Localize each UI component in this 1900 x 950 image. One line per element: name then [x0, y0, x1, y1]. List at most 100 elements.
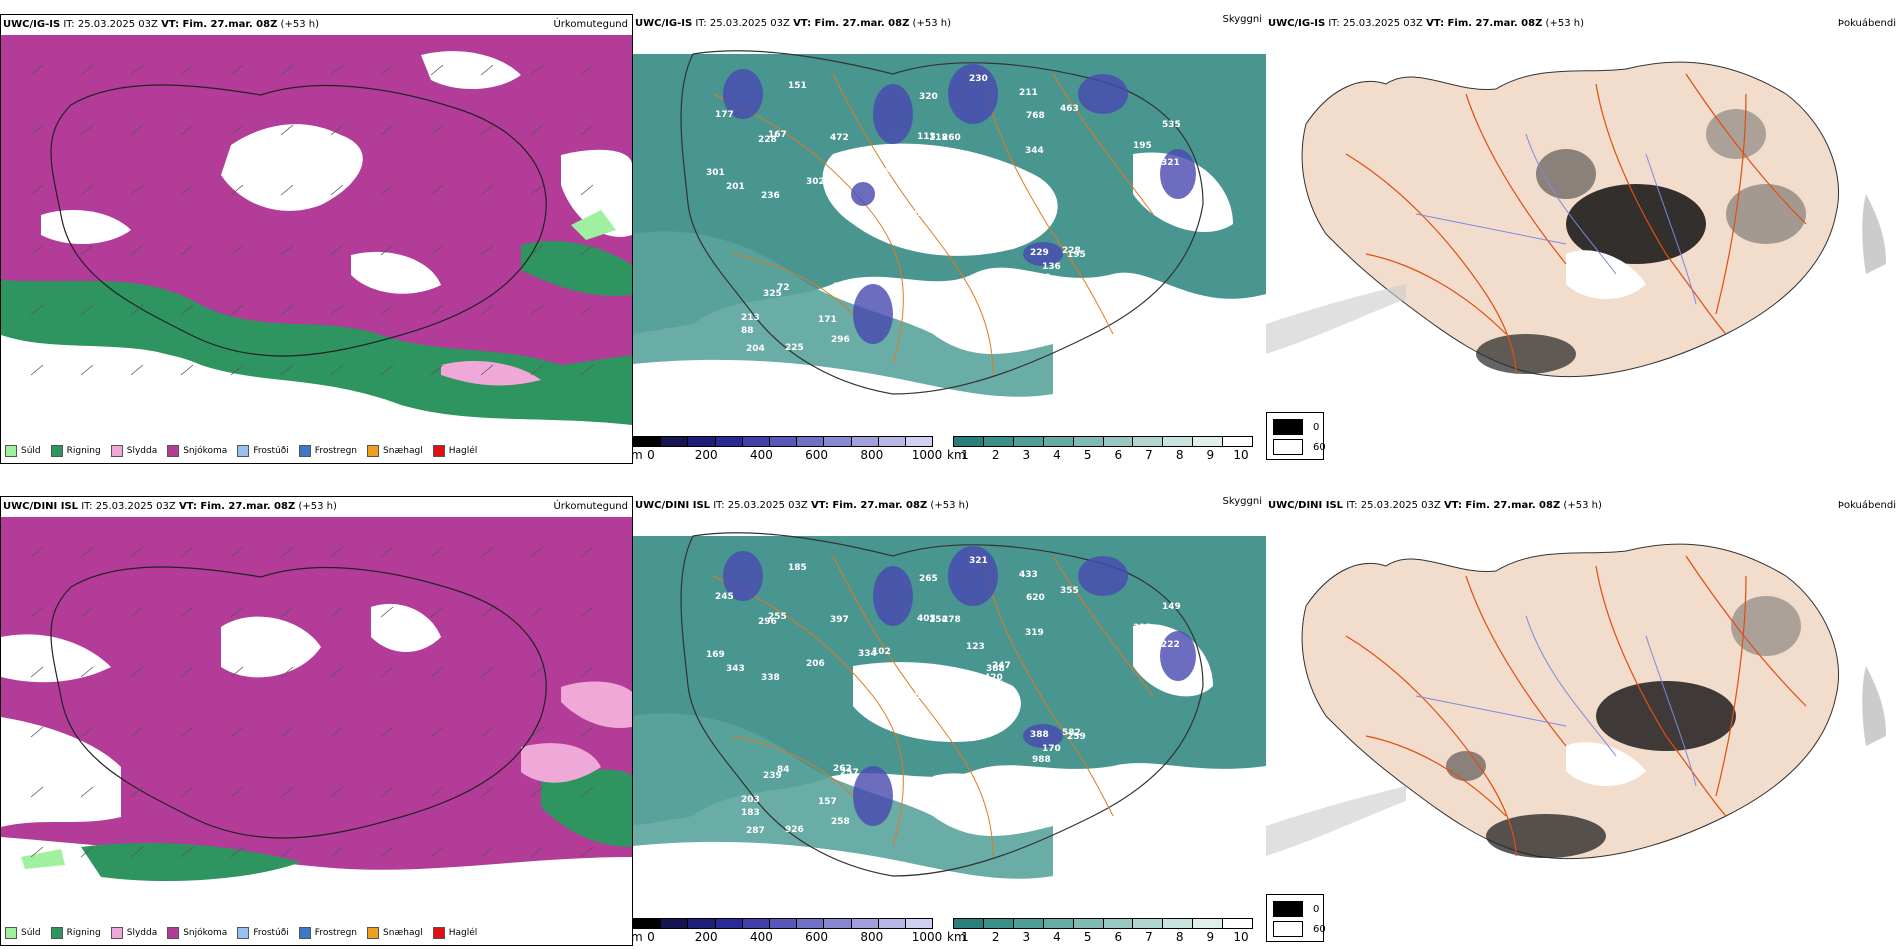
- peak-label: 154: [922, 311, 941, 321]
- legend-item-6: Snæhagl: [367, 445, 423, 457]
- colorbar-cell: [1163, 437, 1194, 446]
- colorbar-cell: [954, 919, 984, 928]
- peak-label: 330: [986, 182, 1005, 192]
- panel-title: Úrkomutegund: [553, 501, 628, 512]
- colorbar-cell: [1043, 919, 1074, 928]
- colorbar-cell: [1223, 437, 1253, 446]
- colorbar-tick: 3: [1022, 448, 1031, 462]
- colorbar-cell: [878, 919, 906, 928]
- legend-swatch: [167, 445, 180, 457]
- colorbar-cell: [1103, 919, 1134, 928]
- peak-label: 245: [715, 592, 734, 602]
- peak-label: 274: [840, 286, 859, 296]
- colorbar-tick: 9: [1206, 448, 1215, 462]
- peak-label: 228: [758, 135, 777, 145]
- legend-item-1: Rigning: [50, 927, 101, 939]
- peak-label: 136: [1042, 262, 1061, 272]
- peak-label: 270: [1115, 820, 1134, 830]
- colorbar-cell: [715, 437, 743, 446]
- thunder-map: [1266, 516, 1886, 916]
- peak-label: 229: [1030, 248, 1049, 258]
- peak-label: 768: [1026, 111, 1045, 121]
- legend-swatch: [237, 445, 250, 457]
- peak-label: 88: [741, 326, 754, 336]
- peak-label: 113: [917, 132, 936, 142]
- colorbar-tick: 800: [860, 930, 884, 944]
- peak-label: 123: [966, 642, 985, 652]
- colorbar-cell: [1133, 437, 1164, 446]
- legend-swatch: [237, 927, 250, 939]
- colorbar-tick: 6: [1114, 930, 1123, 944]
- colorbar-tick: 5: [1083, 448, 1092, 462]
- thunder-map: [1266, 34, 1886, 434]
- thunder-legend: 0 60: [1266, 894, 1326, 942]
- peak-label: 278: [942, 615, 961, 625]
- peak-label: 420: [984, 673, 1003, 683]
- legend-swatch: [367, 927, 380, 939]
- peak-label: 311: [914, 784, 933, 794]
- peak-label: 255: [768, 612, 787, 622]
- peak-label: 167: [768, 130, 787, 140]
- legend-swatch: [432, 445, 445, 457]
- peak-label: 714: [985, 680, 1004, 690]
- peak-label: 477: [992, 179, 1011, 189]
- peak-label: 321: [969, 556, 988, 566]
- colorbar-cell: [1223, 919, 1253, 928]
- peak-label: 142: [1148, 308, 1167, 318]
- header: UWC/DINI ISL IT: 25.03.2025 03Z VT: Fim.…: [1268, 500, 1602, 511]
- visibility-map: 432 296 165 203 388 257 433 278 620 285 185 224 338 1…: [633, 516, 1266, 916]
- colorbar-cell: [769, 919, 798, 928]
- legend-swatch: [1273, 439, 1303, 455]
- legend-swatch: [1273, 419, 1303, 435]
- peak-label: 236: [761, 191, 780, 201]
- peak-label: 162: [916, 209, 935, 219]
- panel-title: Skyggni: [1222, 496, 1262, 507]
- legend-item-3: Snjókoma: [167, 927, 227, 939]
- visibility-colorbar: km 1 2 3 4 5 6 7 8 9 10: [947, 918, 1253, 944]
- visibility-colorbar: km 1 2 3 4 5 6 7 8 9 10: [947, 436, 1253, 462]
- colorbar-cell: [851, 919, 879, 928]
- legend-item-3: Snjókoma: [167, 445, 227, 457]
- colorbar-cell: [1013, 919, 1044, 928]
- peak-label: 265: [919, 574, 938, 584]
- peak-label: 104: [872, 165, 891, 175]
- peak-label: 171: [818, 315, 837, 325]
- peak-label: 313: [1133, 623, 1152, 633]
- colorbar-tick: 6: [1114, 448, 1123, 462]
- legend-swatch: [50, 927, 63, 939]
- colorbar-tick: 2: [991, 930, 1000, 944]
- peak-label: 262: [833, 764, 852, 774]
- peak-label: 413: [919, 190, 938, 200]
- colorbar-cell: [1103, 437, 1134, 446]
- peak-label: 165: [916, 691, 935, 701]
- peak-label: 222: [1161, 640, 1180, 650]
- peak-label: 285: [972, 685, 991, 695]
- precip-panel-top: UWC/IG-IS IT: 25.03.2025 03Z VT: Fim. 27…: [0, 14, 633, 464]
- colorbar-tick: 10: [1233, 448, 1249, 462]
- colorbar-tick: 200: [694, 930, 718, 944]
- peak-label: 397: [830, 615, 849, 625]
- peak-label: 177: [715, 110, 734, 120]
- peak-label: 183: [741, 808, 760, 818]
- panel-title: Skyggni: [1222, 14, 1262, 25]
- colorbar-tick: 8: [1175, 448, 1184, 462]
- colorbar-cell: [661, 919, 689, 928]
- peak-label: 195: [1133, 141, 1152, 151]
- legend-swatch: [110, 445, 123, 457]
- colorbar-tick: 7: [1145, 448, 1153, 462]
- peak-label: 203: [741, 795, 760, 805]
- peak-label: 259: [1067, 732, 1086, 742]
- colorbar-tick: 5: [1083, 930, 1092, 944]
- peak-label: 355: [1060, 586, 1079, 596]
- elevation-colorbar: m 0 200 400 600 800 1000: [631, 918, 942, 944]
- peak-label: 403: [917, 614, 936, 624]
- legend-swatch: [1273, 921, 1303, 937]
- legend-swatch: [367, 445, 380, 457]
- peak-label: 118: [929, 133, 948, 143]
- peak-label: 320: [919, 92, 938, 102]
- thunder-panel-bottom: UWC/DINI ISL IT: 25.03.2025 03Z VT: Fim.…: [1266, 496, 1900, 946]
- peak-label: 105: [858, 167, 877, 177]
- peak-label: 321: [1161, 158, 1180, 168]
- colorbar-tick: 600: [805, 448, 829, 462]
- peak-label: 204: [746, 344, 765, 354]
